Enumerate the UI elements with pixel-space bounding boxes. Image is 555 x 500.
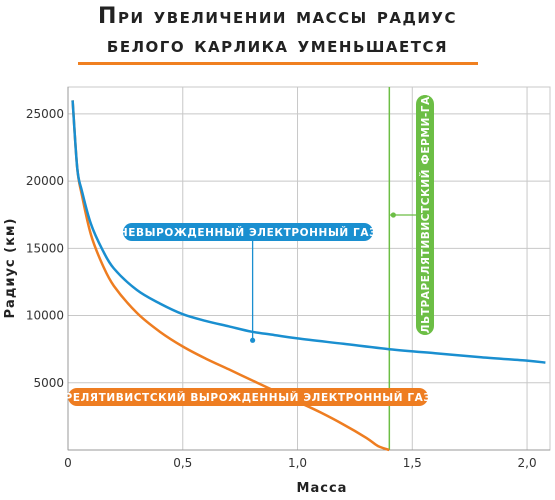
y-tick-label-4: 25000: [26, 107, 64, 121]
label-ultrarelativistic-fermi-gas-bg: [416, 95, 434, 335]
x-tick-label-1: 0,5: [173, 456, 192, 470]
label-ultrarelativistic-fermi-gas: УЛЬТРАРЕЛЯТИВИСТСКИЙ ФЕРМИ-ГАЗ: [416, 88, 434, 342]
y-tick-label-3: 20000: [26, 174, 64, 188]
annotations: НЕВЫРОЖДЕННЫЙ ЭЛЕКТРОННЫЙ ГАЗ РЕЛЯТИВИСТС…: [65, 88, 434, 406]
grid: [68, 87, 550, 450]
green-leader-dot: [390, 212, 396, 218]
tick-labels: 0 0,5 1,0 1,5 2,0 5000 10000 15000 20000 25000: [26, 107, 537, 470]
y-tick-label-1: 10000: [26, 309, 64, 323]
label-ultrarelativistic-fermi-gas-text: УЛЬТРАРЕЛЯТИВИСТСКИЙ ФЕРМИ-ГАЗ: [419, 88, 432, 342]
label-nondegenerate-gas: НЕВЫРОЖДЕННЫЙ ЭЛЕКТРОННЫЙ ГАЗ: [119, 223, 377, 241]
series-line-1: [71, 100, 390, 452]
label-nondegenerate-gas-bg: [123, 223, 373, 241]
series-line-0: [71, 100, 546, 364]
title-underline: [78, 62, 478, 65]
blue-leader-dot: [250, 337, 256, 343]
y-axis-title: Радиус (км): [3, 218, 18, 319]
label-nondegenerate-gas-text: НЕВЫРОЖДЕННЫЙ ЭЛЕКТРОННЫЙ ГАЗ: [119, 226, 377, 239]
x-tick-label-0: 0: [64, 456, 72, 470]
chart-title-line-2: белого карлика уменьшается: [106, 33, 449, 58]
label-relativistic-degenerate-gas: РЕЛЯТИВИСТСКИЙ ВЫРОЖДЕННЫЙ ЭЛЕКТРОННЫЙ Г…: [65, 388, 432, 406]
x-tick-label-3: 1,5: [403, 456, 422, 470]
label-relativistic-degenerate-gas-bg: [68, 388, 428, 406]
y-tick-label-2: 15000: [26, 241, 64, 255]
label-relativistic-degenerate-gas-text: РЕЛЯТИВИСТСКИЙ ВЫРОЖДЕННЫЙ ЭЛЕКТРОННЫЙ Г…: [65, 391, 432, 404]
x-axis-title: Масса: [297, 481, 348, 496]
chart-title-line-1: При увеличении массы радиус: [98, 4, 457, 29]
axes: [67, 86, 551, 451]
x-tick-label-2: 1,0: [288, 456, 307, 470]
x-tick-label-4: 2,0: [518, 456, 537, 470]
y-tick-label-0: 5000: [33, 376, 64, 390]
